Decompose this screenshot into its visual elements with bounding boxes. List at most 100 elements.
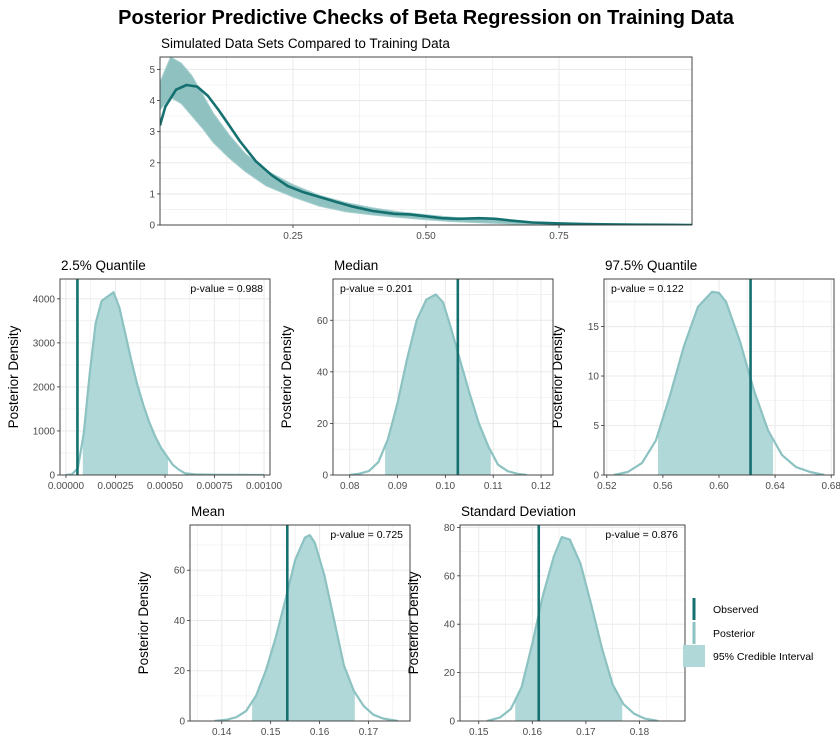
p-value-label: p-value = 0.876 <box>605 529 678 541</box>
p-value-label: p-value = 0.201 <box>340 283 413 295</box>
y-axis-label: Posterior Density <box>136 571 151 674</box>
y-tick-label: 60 <box>317 316 329 327</box>
posterior-density-line <box>613 290 825 475</box>
y-tick-label: 3000 <box>33 338 56 349</box>
y-tick-label: 0 <box>179 717 185 728</box>
x-tick-label: 0.56 <box>653 481 673 492</box>
y-tick-label: 0 <box>49 471 55 482</box>
x-tick-label: 0.09 <box>388 481 408 492</box>
legend-label: Posterior <box>713 628 756 640</box>
y-tick-label: 0 <box>593 471 599 482</box>
panel-median: p-value = 0.201 0.08 0.09 0.10 0.11 0.12 0 20 40… <box>279 258 554 492</box>
panel-title: Mean <box>191 504 225 519</box>
credible-interval-fill <box>385 294 491 475</box>
data-layer <box>349 279 527 475</box>
panel-sd: p-value = 0.876 0.15 0.16 0.17 0.18 0 20 40 60 80… <box>406 504 686 738</box>
y-tick-label: 20 <box>317 419 329 430</box>
posterior-density-line <box>349 293 527 475</box>
x-tick-label: 0.18 <box>630 727 650 738</box>
figure-title: Posterior Predictive Checks of Beta Regr… <box>118 7 735 29</box>
credible-interval-fill <box>252 535 355 721</box>
legend-label: 95% Credible Interval <box>713 651 813 663</box>
data-layer <box>486 525 659 721</box>
data-layer <box>160 57 692 225</box>
x-tick-label: 0.16 <box>310 727 330 738</box>
legend-label: Observed <box>713 604 759 616</box>
x-tick-label: 0.12 <box>531 481 551 492</box>
y-tick-label: 10 <box>588 372 600 383</box>
panel-title: 2.5% Quantile <box>61 258 146 273</box>
y-tick-label: 1000 <box>33 426 56 437</box>
x-tick-label: 0.64 <box>765 481 785 492</box>
posterior-density-line <box>486 536 659 721</box>
y-axis-label: Posterior Density <box>406 571 421 674</box>
x-tick-label: 0.00025 <box>97 481 134 492</box>
x-tick-label: 0.14 <box>212 727 232 738</box>
y-axis-label: Posterior Density <box>6 325 21 428</box>
x-tick-label: 0.75 <box>549 231 569 242</box>
x-tick-label: 0.17 <box>359 727 379 738</box>
y-tick-label: 2000 <box>33 382 56 393</box>
legend-item: 95% Credible Interval <box>683 645 813 667</box>
x-tick-label: 0.25 <box>283 231 303 242</box>
panel-title: 97.5% Quantile <box>605 258 697 273</box>
y-tick-label: 0 <box>449 717 455 728</box>
panel-q975: p-value = 0.122 0.52 0.56 0.60 0.64 0.68 0 5 10 1… <box>550 258 840 492</box>
panels: 0.25 0.50 0.75 0 1 2 3 4 5 Simulated Data Sets Co… <box>6 36 840 738</box>
y-tick-label: 20 <box>444 668 456 679</box>
y-tick-label: 4000 <box>33 294 56 305</box>
x-tick-label: 0.08 <box>340 481 360 492</box>
panel-border <box>189 524 411 722</box>
credible-interval-fill <box>82 292 168 475</box>
x-tick-label: 0.15 <box>469 727 489 738</box>
panel-mean: p-value = 0.725 0.14 0.15 0.16 0.17 0 20 40 60 Me… <box>136 504 411 738</box>
x-tick-label: 0.00075 <box>196 481 233 492</box>
x-tick-label: 0.17 <box>576 727 596 738</box>
credible-interval-fill <box>515 537 623 721</box>
panel-subtitle: Simulated Data Sets Compared to Training… <box>161 36 450 51</box>
x-tick-label: 0.16 <box>523 727 543 738</box>
y-tick-label: 0 <box>149 221 155 232</box>
y-tick-label: 60 <box>444 571 456 582</box>
credible-interval-fill <box>658 292 773 475</box>
x-tick-label: 0.15 <box>261 727 281 738</box>
x-tick-label: 0.00050 <box>147 481 184 492</box>
data-layer <box>214 525 398 721</box>
y-tick-label: 40 <box>444 620 456 631</box>
y-tick-label: 15 <box>588 322 600 333</box>
y-tick-label: 1 <box>149 189 155 200</box>
observed-density-line <box>160 83 692 225</box>
y-tick-label: 5 <box>149 65 155 76</box>
y-tick-label: 40 <box>174 616 186 627</box>
x-tick-label: 0.68 <box>821 481 840 492</box>
panel-q025: p-value = 0.988 0.00000 0.00025 0.00050 0.00… <box>6 258 283 492</box>
p-value-label: p-value = 0.725 <box>330 529 403 541</box>
posterior-density-line <box>214 534 398 721</box>
y-tick-label: 2 <box>149 158 155 169</box>
legend-item: Posterior <box>692 622 756 644</box>
x-tick-label: 0.52 <box>597 481 617 492</box>
y-axis-label: Posterior Density <box>279 325 294 428</box>
legend-key-interval <box>683 645 705 667</box>
grid <box>160 57 692 225</box>
x-tick-label: 0.60 <box>709 481 729 492</box>
y-tick-label: 80 <box>444 523 456 534</box>
p-value-label: p-value = 0.988 <box>190 283 263 295</box>
x-tick-label: 0.00000 <box>48 481 85 492</box>
y-tick-label: 0 <box>322 471 328 482</box>
x-tick-label: 0.50 <box>416 231 436 242</box>
panel-title: Median <box>334 258 378 273</box>
panel-border <box>459 524 686 722</box>
panel-border <box>332 278 554 476</box>
y-axis-label: Posterior Density <box>550 325 565 428</box>
x-tick-label: 0.10 <box>436 481 456 492</box>
y-tick-label: 5 <box>593 421 599 432</box>
y-tick-label: 20 <box>174 666 186 677</box>
legend-item: Observed <box>692 598 759 620</box>
data-layer <box>613 279 825 475</box>
posterior-density-line <box>65 291 265 475</box>
y-tick-label: 40 <box>317 367 329 378</box>
legend: Observed Posterior 95% Credible Interval <box>683 598 813 667</box>
y-tick-label: 3 <box>149 127 155 138</box>
